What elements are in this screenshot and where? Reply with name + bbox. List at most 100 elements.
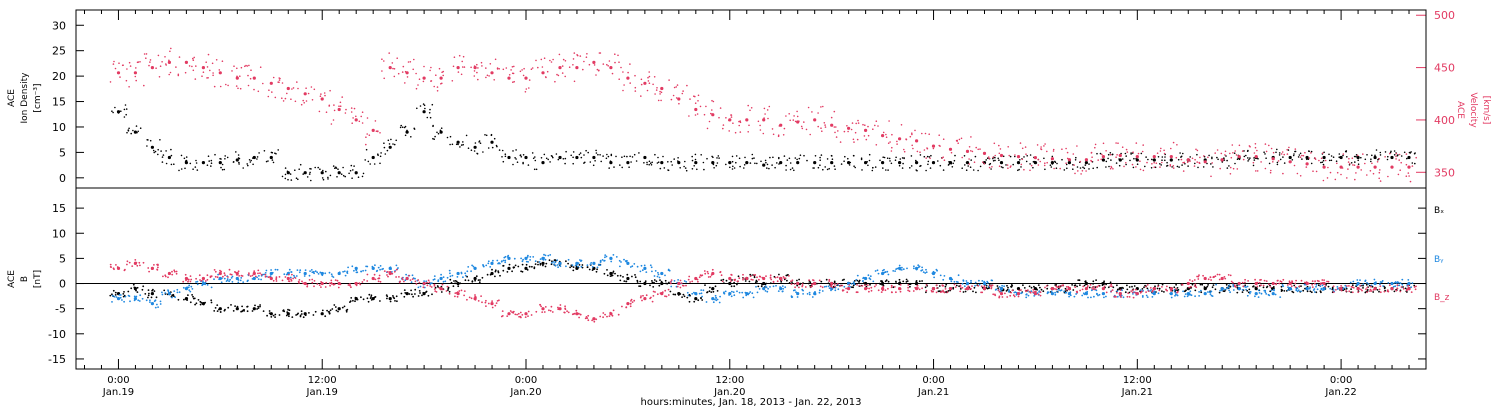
velocity-scatter-69-1 bbox=[1294, 148, 1297, 150]
Bx-scatter-72-7 bbox=[1345, 287, 1348, 290]
Bx-scatter-50-3 bbox=[962, 291, 965, 293]
By-scatter-67-9 bbox=[1258, 292, 1261, 294]
Bx-scatter-66-5 bbox=[1244, 284, 1247, 287]
velocity-scatter-58-7 bbox=[1094, 143, 1097, 146]
By-scatter-20-1 bbox=[451, 274, 454, 277]
velocity-scatter-1-8 bbox=[143, 84, 145, 87]
density-scatter-29-6 bbox=[605, 157, 608, 160]
velocity-scatter-69-4 bbox=[1282, 172, 1284, 175]
Bx-scatter-24-7 bbox=[533, 266, 536, 269]
density-scatter-13-5 bbox=[342, 174, 345, 177]
Bz-scatter-57-7 bbox=[1092, 288, 1094, 291]
velocity-scatter-9-8 bbox=[271, 91, 273, 93]
velocity-point-63 bbox=[1186, 158, 1190, 162]
velocity-scatter-0-4 bbox=[109, 81, 112, 83]
velocity-point-69 bbox=[1288, 160, 1292, 164]
By-scatter-51-9 bbox=[986, 281, 989, 284]
Bx-scatter-72-9 bbox=[1331, 287, 1334, 290]
Bx-scatter-2-4 bbox=[144, 293, 147, 295]
By-scatter-66-3 bbox=[1245, 288, 1247, 291]
density-scatter-24-2 bbox=[520, 156, 523, 158]
Bx-scatter-46-7 bbox=[898, 278, 901, 281]
density-point-28 bbox=[592, 155, 596, 160]
velocity-scatter-52-3 bbox=[994, 154, 996, 157]
velocity-scatter-69-6 bbox=[1288, 146, 1290, 149]
By-scatter-51-4 bbox=[978, 283, 981, 286]
velocity-scatter-66-0 bbox=[1231, 144, 1234, 146]
density-scatter-17-9 bbox=[403, 126, 406, 129]
Bz-scatter-65-6 bbox=[1214, 275, 1217, 278]
density-scatter-5-6 bbox=[207, 155, 210, 157]
Bx-scatter-37-5 bbox=[744, 280, 747, 282]
Bx-scatter-2-6 bbox=[147, 296, 149, 299]
By-scatter-34-2 bbox=[695, 293, 698, 296]
By-scatter-43-0 bbox=[847, 281, 849, 284]
velocity-scatter-51-8 bbox=[977, 148, 979, 151]
Bx-scatter-32-5 bbox=[665, 282, 667, 285]
velocity-scatter-29-5 bbox=[602, 63, 605, 65]
Bx-scatter-25-4 bbox=[537, 261, 539, 263]
density-scatter-11-5 bbox=[308, 173, 311, 175]
density-scatter-8-1 bbox=[252, 157, 254, 159]
Bx-scatter-13-6 bbox=[346, 308, 349, 311]
density-scatter-2-5 bbox=[157, 148, 159, 151]
velocity-scatter-39-3 bbox=[788, 113, 790, 115]
velocity-scatter-21-0 bbox=[481, 65, 483, 67]
By-scatter-76-7 bbox=[1407, 279, 1410, 281]
velocity-scatter-58-2 bbox=[1101, 153, 1103, 156]
density-scatter-56-2 bbox=[1061, 158, 1063, 161]
By-scatter-71-2 bbox=[1316, 288, 1319, 291]
Bz-scatter-38-0 bbox=[769, 274, 772, 277]
density-scatter-24-6 bbox=[522, 154, 525, 156]
Bx-scatter-6-4 bbox=[219, 311, 222, 313]
Bz-scatter-21-4 bbox=[470, 297, 473, 300]
velocity-scatter-33-3 bbox=[673, 86, 676, 89]
velocity-scatter-14-1 bbox=[350, 107, 353, 109]
Bx-scatter-61-4 bbox=[1156, 287, 1159, 290]
By-scatter-49-5 bbox=[943, 275, 946, 277]
velocity-point-50 bbox=[965, 149, 970, 153]
density-scatter-76-5 bbox=[1414, 152, 1416, 154]
velocity-scatter-51-6 bbox=[987, 156, 990, 158]
By-scatter-11-7 bbox=[309, 270, 311, 272]
Bx-scatter-15-8 bbox=[370, 299, 373, 301]
velocity-scatter-72-6 bbox=[1336, 162, 1338, 165]
Bx-scatter-74-2 bbox=[1376, 289, 1379, 291]
By-scatter-14-7 bbox=[355, 271, 358, 274]
Bz-point-56 bbox=[1067, 287, 1071, 291]
velocity-scatter-26-7 bbox=[554, 80, 556, 83]
velocity-scatter-35-2 bbox=[712, 100, 715, 103]
density-scatter-57-0 bbox=[1079, 167, 1082, 169]
Bz-scatter-29-8 bbox=[609, 311, 612, 314]
velocity-scatter-33-6 bbox=[686, 84, 688, 87]
density-scatter-38-6 bbox=[760, 160, 762, 163]
By-scatter-46-5 bbox=[900, 269, 903, 271]
density-scatter-20-1 bbox=[462, 143, 465, 146]
By-scatter-65-9 bbox=[1226, 287, 1228, 290]
Bz-scatter-76-4 bbox=[1414, 288, 1417, 291]
Bx-scatter-41-2 bbox=[809, 281, 812, 284]
By-scatter-51-3 bbox=[978, 279, 980, 282]
density-scatter-8-6 bbox=[256, 158, 258, 160]
density-scatter-58-7 bbox=[1105, 160, 1108, 163]
density-scatter-0-8 bbox=[114, 106, 116, 109]
velocity-scatter-36-3 bbox=[734, 131, 737, 134]
velocity-scatter-61-8 bbox=[1160, 147, 1162, 150]
density-scatter-6-2 bbox=[221, 163, 224, 166]
velocity-scatter-26-0 bbox=[558, 53, 561, 56]
Bz-scatter-43-6 bbox=[845, 287, 847, 290]
Bz-scatter-47-3 bbox=[917, 287, 919, 289]
Bz-scatter-75-7 bbox=[1396, 284, 1399, 287]
By-scatter-24-3 bbox=[527, 261, 529, 263]
velocity-scatter-65-2 bbox=[1219, 167, 1221, 170]
velocity-scatter-68-2 bbox=[1270, 169, 1272, 172]
velocity-point-68 bbox=[1271, 157, 1275, 161]
bottom-tick-label-6: 15 bbox=[52, 202, 66, 215]
velocity-scatter-0-6 bbox=[113, 60, 115, 63]
By-scatter-7-7 bbox=[230, 277, 233, 279]
By-scatter-6-7 bbox=[218, 278, 221, 281]
velocity-scatter-3-2 bbox=[161, 61, 163, 63]
Bx-scatter-41-5 bbox=[816, 282, 818, 285]
density-point-56 bbox=[1067, 161, 1071, 165]
Bz-scatter-23-5 bbox=[516, 313, 518, 316]
